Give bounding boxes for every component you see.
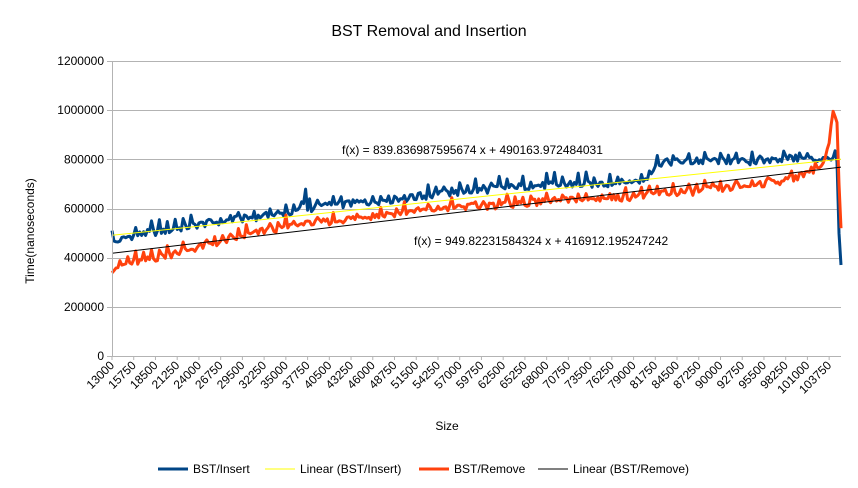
series-layer — [110, 109, 843, 274]
legend-label: BST/Insert — [193, 462, 250, 476]
y-tick-label: 400000 — [64, 251, 104, 265]
chart-title: BST Removal and Insertion — [331, 23, 526, 40]
y-tick-label: 0 — [97, 349, 104, 363]
y-tick-label: 600000 — [64, 202, 104, 216]
series-line-bst-remove — [110, 109, 843, 274]
series-line-bst-insert — [110, 149, 843, 266]
x-axis-ticks: 1300015750185002125024000267502950032250… — [84, 356, 834, 396]
y-tick-label: 1200000 — [57, 54, 104, 68]
y-axis-ticks: 0 200000 400000 600000 800000 1000000 1200000 — [57, 54, 104, 363]
y-tick-label: 1000000 — [57, 103, 104, 117]
legend-label: BST/Remove — [454, 462, 526, 476]
gridlines — [107, 61, 841, 357]
legend-label: Linear (BST/Insert) — [300, 462, 401, 476]
legend-label: Linear (BST/Remove) — [573, 462, 689, 476]
y-axis-title: Time(nanoseconds) — [23, 178, 37, 284]
x-axis-title: Size — [435, 419, 459, 433]
trendline-equation-remove: f(x) = 949.82231584324 x + 416912.195247… — [414, 234, 669, 248]
trendline-bst-insert — [111, 158, 842, 236]
legend: BST/Insert Linear (BST/Insert) BST/Remove L… — [158, 462, 689, 476]
y-tick-label: 200000 — [64, 300, 104, 314]
trendline-bst-remove — [111, 166, 842, 254]
y-tick-label: 800000 — [64, 152, 104, 166]
trendline-equation-insert: f(x) = 839.836987595674 x + 490163.97248… — [342, 143, 603, 157]
